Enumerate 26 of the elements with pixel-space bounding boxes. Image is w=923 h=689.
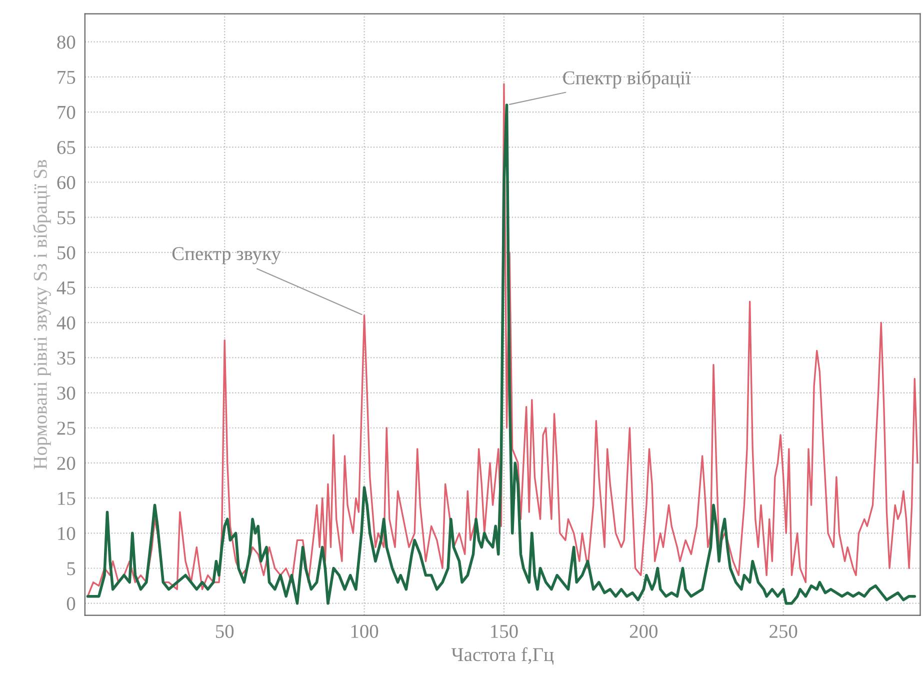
x-tick-label: 100 [351, 624, 378, 638]
y-tick-label: 65 [57, 141, 76, 154]
y-tick-label: 55 [58, 211, 76, 224]
y-tick-label: 75 [58, 70, 76, 84]
y-tick-label: 15 [58, 492, 76, 506]
x-tick-label: 150 [491, 624, 518, 638]
x-tick-label: 50 [216, 624, 234, 638]
y-tick-label: 35 [57, 352, 76, 365]
y-axis-title: Нормовані рівні звуку Sз і вібрації Sв [32, 160, 51, 470]
x-axis-title: Частота f,Гц [451, 647, 554, 665]
y-tick-label: 5 [67, 562, 76, 576]
x-tick-label: 200 [630, 624, 658, 638]
y-tick-label: 80 [57, 36, 76, 49]
y-tick-label: 10 [58, 526, 76, 540]
y-tick-label: 45 [56, 281, 76, 294]
y-tick-label: 70 [58, 106, 76, 119]
y-tick-label: 0 [66, 597, 76, 610]
y-tick-label: 25 [57, 422, 76, 435]
x-tick-label: 250 [770, 624, 798, 638]
y-tick-label: 50 [58, 246, 76, 260]
y-tick-label: 40 [56, 316, 76, 330]
y-tick-label: 20 [57, 456, 76, 470]
y-tick-label: 60 [57, 176, 76, 190]
annotation: Спектр звуку [172, 247, 281, 264]
annotation: Спектр вібрації [563, 70, 691, 88]
y-tick-label: 30 [57, 386, 76, 400]
